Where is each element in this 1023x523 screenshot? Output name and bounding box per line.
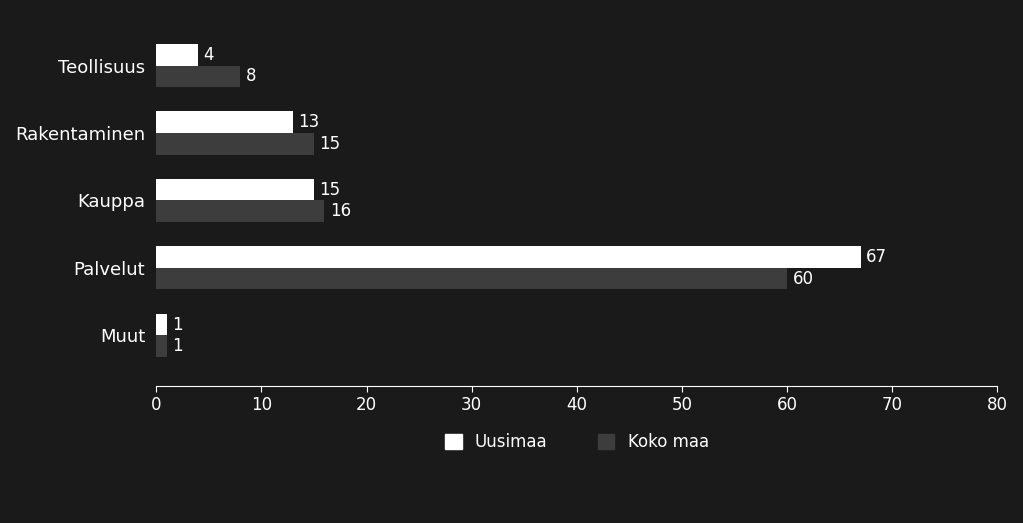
Bar: [157, 44, 198, 65]
Text: 16: 16: [329, 202, 351, 220]
Bar: [157, 111, 293, 133]
Text: 1: 1: [172, 337, 183, 355]
Legend: Uusimaa, Koko maa: Uusimaa, Koko maa: [437, 425, 717, 459]
Text: 4: 4: [204, 46, 214, 64]
Bar: [157, 65, 240, 87]
Text: 67: 67: [866, 248, 887, 266]
Bar: [157, 179, 314, 200]
Bar: [157, 314, 167, 335]
Bar: [157, 335, 167, 357]
Text: 15: 15: [319, 135, 341, 153]
Text: 15: 15: [319, 180, 341, 199]
Text: 60: 60: [793, 270, 813, 288]
Text: 1: 1: [172, 315, 183, 334]
Bar: [157, 268, 787, 289]
Bar: [157, 246, 860, 268]
Bar: [157, 200, 324, 222]
Bar: [157, 133, 314, 155]
Text: 8: 8: [246, 67, 256, 85]
Text: 13: 13: [298, 113, 319, 131]
